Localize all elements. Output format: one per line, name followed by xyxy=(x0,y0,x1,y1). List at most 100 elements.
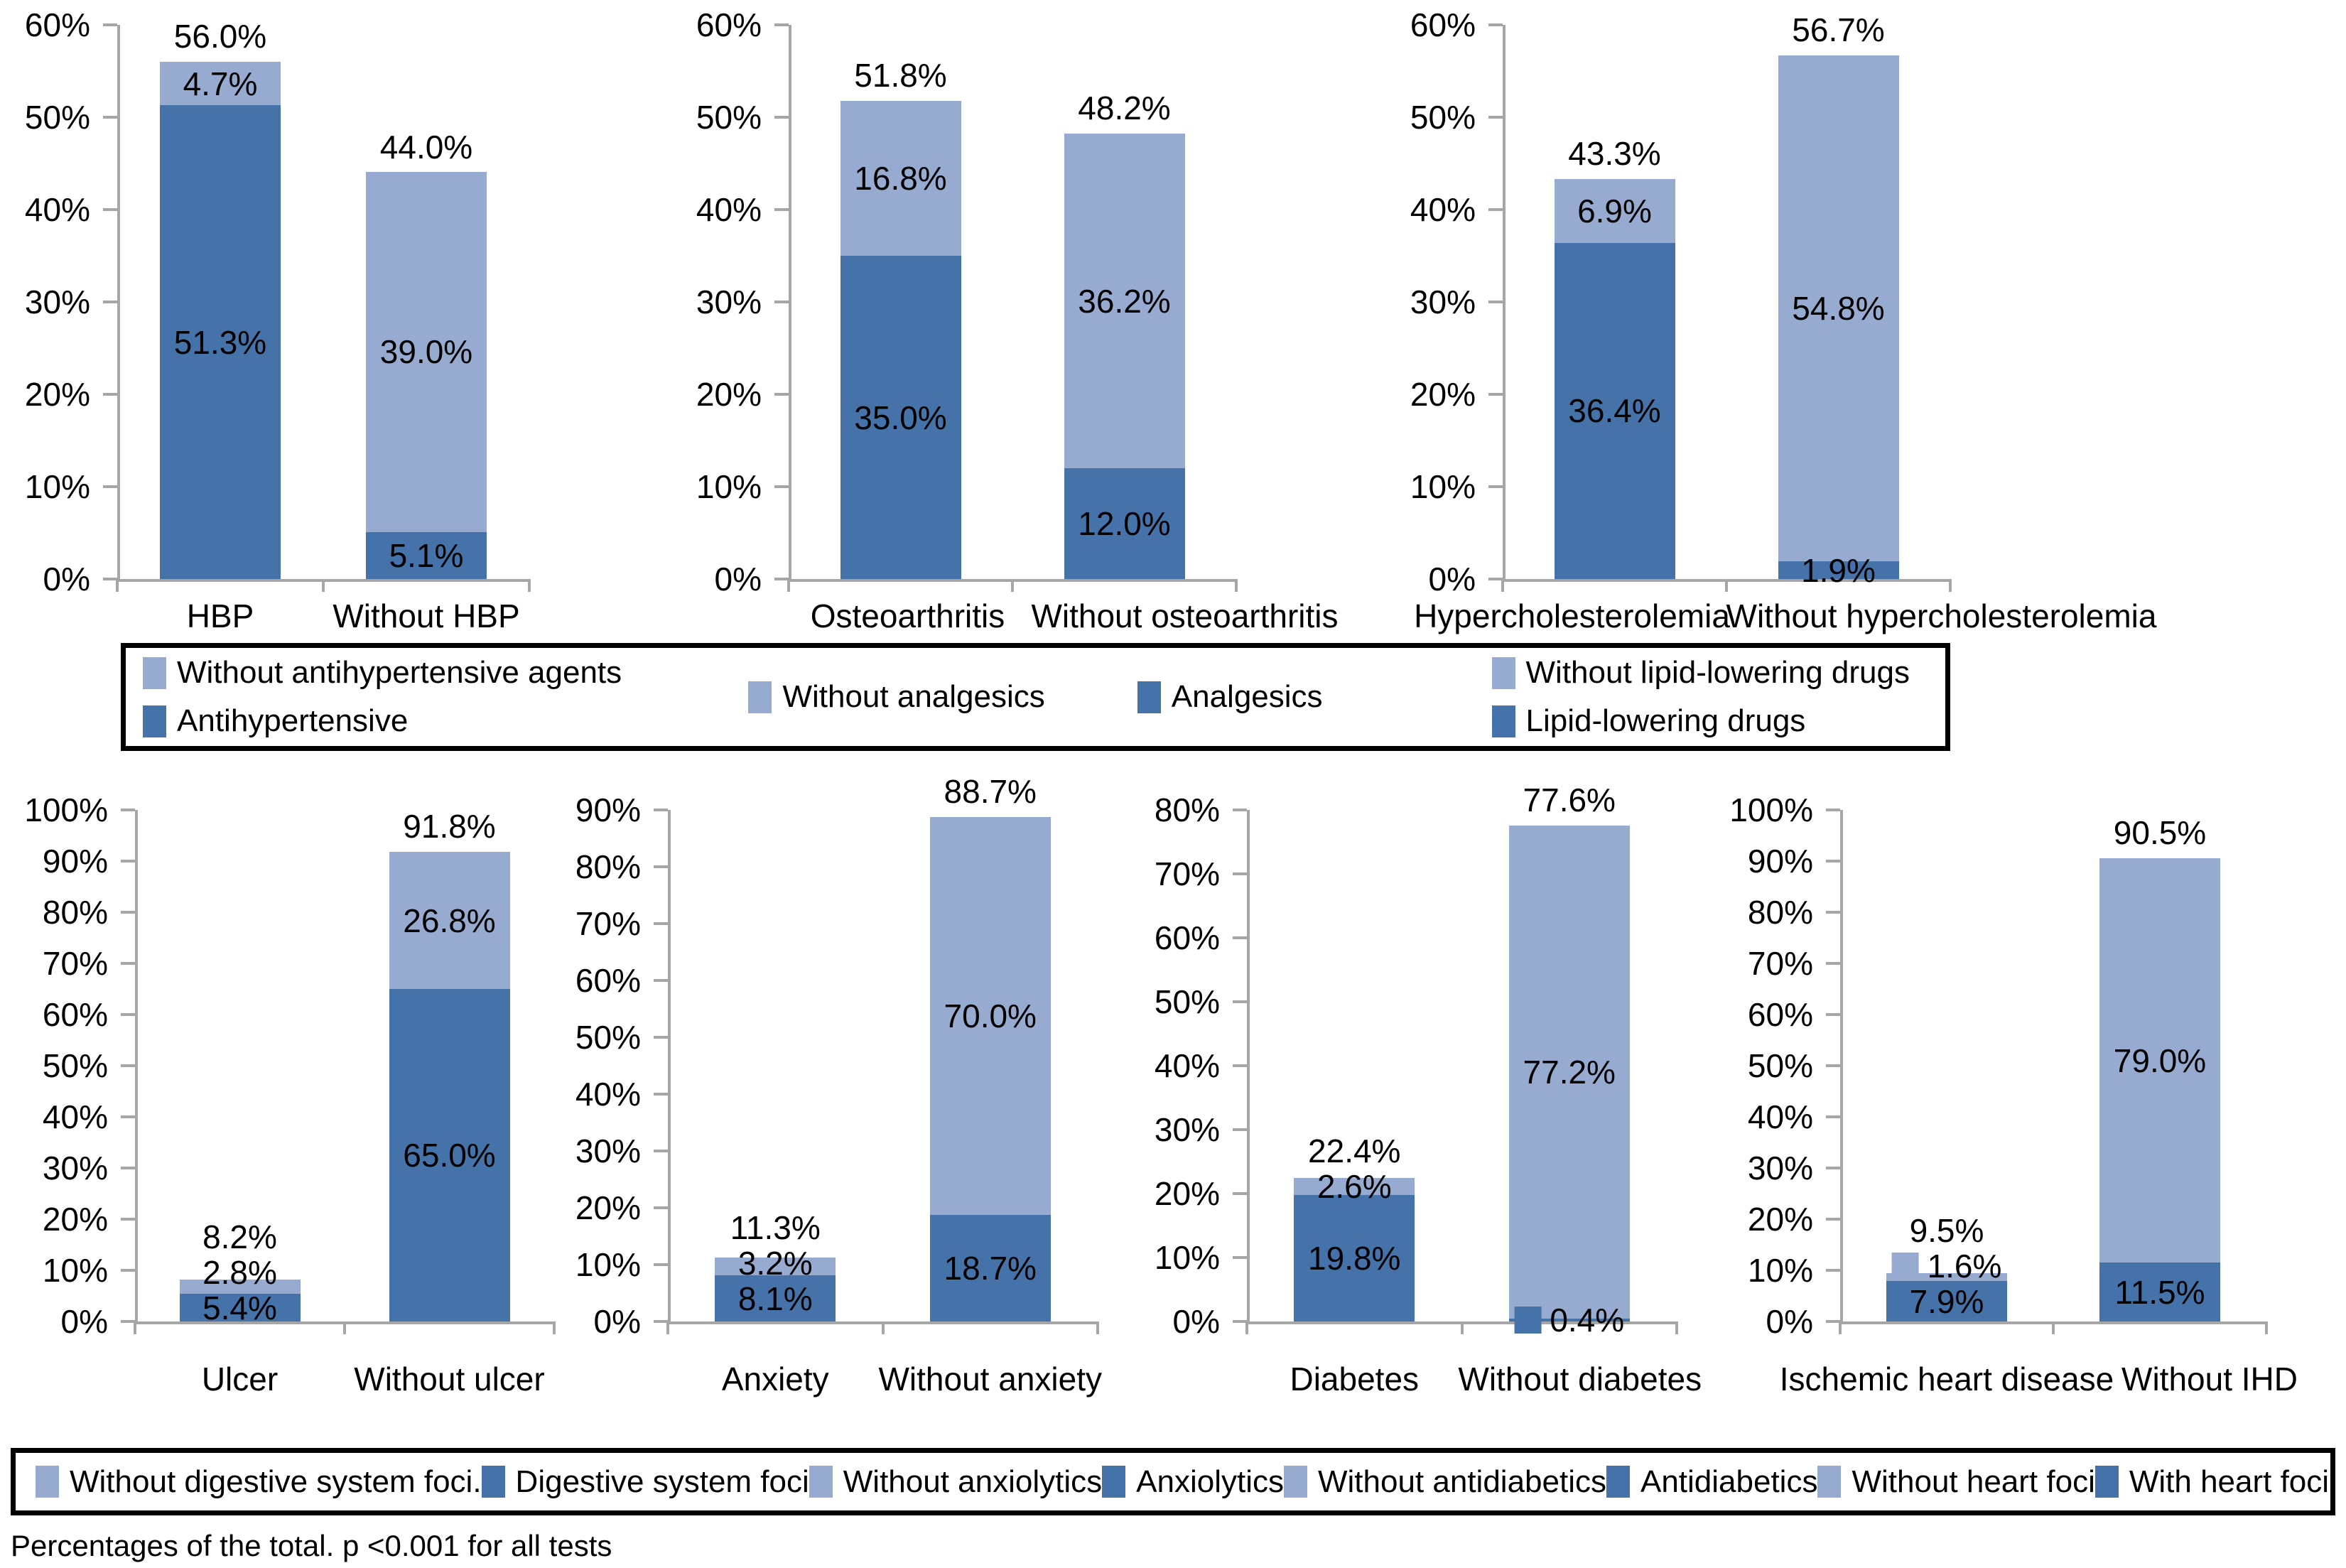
x-tick xyxy=(1725,579,1728,592)
bar-segment-light xyxy=(840,100,961,256)
y-tick xyxy=(654,1093,668,1096)
y-tick xyxy=(1233,1320,1247,1323)
y-tick-label: 40% xyxy=(696,191,762,228)
y-tick xyxy=(121,1269,135,1272)
data-label: 91.8% xyxy=(403,808,496,845)
x-category-label: Hypercholesterolemia xyxy=(1414,598,1730,634)
y-tick xyxy=(1488,208,1503,211)
data-label: 35.0% xyxy=(854,399,947,436)
data-label: 77.2% xyxy=(1523,1054,1616,1091)
bar-segment-dark xyxy=(715,1275,836,1321)
y-tick xyxy=(654,1036,668,1039)
x-tick xyxy=(553,1321,556,1334)
y-tick-label: 0% xyxy=(43,561,90,598)
y-tick xyxy=(121,911,135,914)
y-tick-label: 30% xyxy=(1410,283,1476,320)
legend-swatch-light xyxy=(143,656,166,689)
y-tick xyxy=(1233,872,1247,875)
x-category-label: Osteoarthritis xyxy=(810,598,1005,634)
y-axis-osteoarthritis xyxy=(789,25,791,582)
y-tick xyxy=(654,1206,668,1209)
y-tick xyxy=(1233,809,1247,811)
bar-segment-dark xyxy=(1294,1194,1415,1321)
bar-segment-light xyxy=(1064,134,1185,468)
y-axis-ulcer xyxy=(135,810,138,1324)
data-label: 54.8% xyxy=(1792,290,1885,328)
y-tick-label: 50% xyxy=(696,99,762,136)
x-tick xyxy=(1235,579,1238,592)
legend-item: Antidiabetics xyxy=(1606,1464,1817,1500)
y-tick xyxy=(654,865,668,868)
y-tick-label: 60% xyxy=(1747,996,1813,1033)
y-tick-label: 70% xyxy=(575,905,641,942)
legend-bottom-box: Without digestive system foci. Digestive … xyxy=(11,1448,2335,1515)
data-label: 70.0% xyxy=(944,997,1037,1035)
x-tick xyxy=(1460,1321,1464,1334)
legend-swatch-dark xyxy=(1491,705,1515,737)
y-tick-label: 60% xyxy=(696,6,762,43)
y-tick-label: 10% xyxy=(1747,1252,1813,1289)
bar-segment-light xyxy=(160,62,281,106)
bar-segment-dark xyxy=(1064,468,1185,579)
y-tick xyxy=(121,1167,135,1169)
data-label: 0.4% xyxy=(1514,1303,1624,1337)
x-tick xyxy=(528,579,531,592)
y-tick xyxy=(654,1150,668,1152)
data-label: 19.8% xyxy=(1308,1239,1401,1277)
legend-item: Antihypertensive xyxy=(143,703,748,739)
x-category-label: Without diabetes xyxy=(1458,1361,1702,1397)
bar-segment-dark xyxy=(1886,1281,2007,1321)
legend-item: Anxiolytics xyxy=(1102,1464,1284,1500)
x-category-label: Ulcer xyxy=(201,1361,279,1397)
y-tick-label: 90% xyxy=(42,843,108,880)
y-tick xyxy=(121,860,135,863)
data-label: 44.0% xyxy=(379,129,473,166)
bar-segment-dark xyxy=(1778,561,1899,579)
bar-segment-dark xyxy=(1554,242,1675,579)
y-tick-label: 80% xyxy=(1154,791,1220,828)
legend-group-center: Without analgesics Analgesics xyxy=(748,679,1323,715)
bar-segment-light xyxy=(2099,858,2220,1263)
y-tick-label: 30% xyxy=(42,1150,108,1186)
data-label: 1.6% xyxy=(1891,1249,2001,1283)
y-tick xyxy=(1826,1269,1840,1272)
y-tick xyxy=(1826,1167,1840,1169)
data-label: 12.0% xyxy=(1078,505,1171,542)
y-tick-label: 70% xyxy=(1154,855,1220,892)
y-tick-label: 50% xyxy=(1747,1047,1813,1084)
y-tick-label: 30% xyxy=(575,1132,641,1169)
legend-item: Without heart foci xyxy=(1817,1464,2095,1500)
x-tick xyxy=(1245,1321,1248,1334)
legend-swatch-light xyxy=(1283,1466,1307,1498)
bar-segment-light xyxy=(179,1279,301,1294)
data-label: 2.8% xyxy=(202,1253,277,1291)
legend-swatch-light xyxy=(1817,1466,1842,1498)
y-tick-label: 40% xyxy=(1747,1098,1813,1135)
y-tick xyxy=(121,1320,135,1323)
y-tick-label: 40% xyxy=(24,191,90,228)
y-tick-label: 0% xyxy=(714,561,762,598)
x-category-label: Anxiety xyxy=(721,1361,829,1397)
y-tick xyxy=(1233,1000,1247,1003)
y-tick xyxy=(1826,962,1840,965)
data-label: 79.0% xyxy=(2113,1042,2207,1079)
data-label: 22.4% xyxy=(1308,1132,1401,1170)
y-tick-label: 90% xyxy=(575,791,641,828)
y-axis-hypercholesterolemia xyxy=(1503,25,1506,582)
x-category-label: Diabetes xyxy=(1290,1361,1420,1397)
legend-group-left: Without antihypertensive agents Antihyper… xyxy=(143,655,748,739)
x-tick xyxy=(2052,1321,2055,1334)
x-tick xyxy=(116,579,119,592)
y-tick xyxy=(1488,485,1503,488)
bar-segment-light xyxy=(715,1257,836,1276)
y-tick xyxy=(1488,116,1503,119)
bar-segment-dark xyxy=(389,989,510,1321)
y-tick xyxy=(103,578,117,580)
x-tick xyxy=(1096,1321,1099,1334)
legend-label: Antihypertensive xyxy=(177,703,409,738)
legend-swatch-light xyxy=(1491,656,1515,689)
y-tick xyxy=(1826,1013,1840,1016)
y-tick xyxy=(103,116,117,119)
legend-swatch-light xyxy=(809,1466,833,1498)
